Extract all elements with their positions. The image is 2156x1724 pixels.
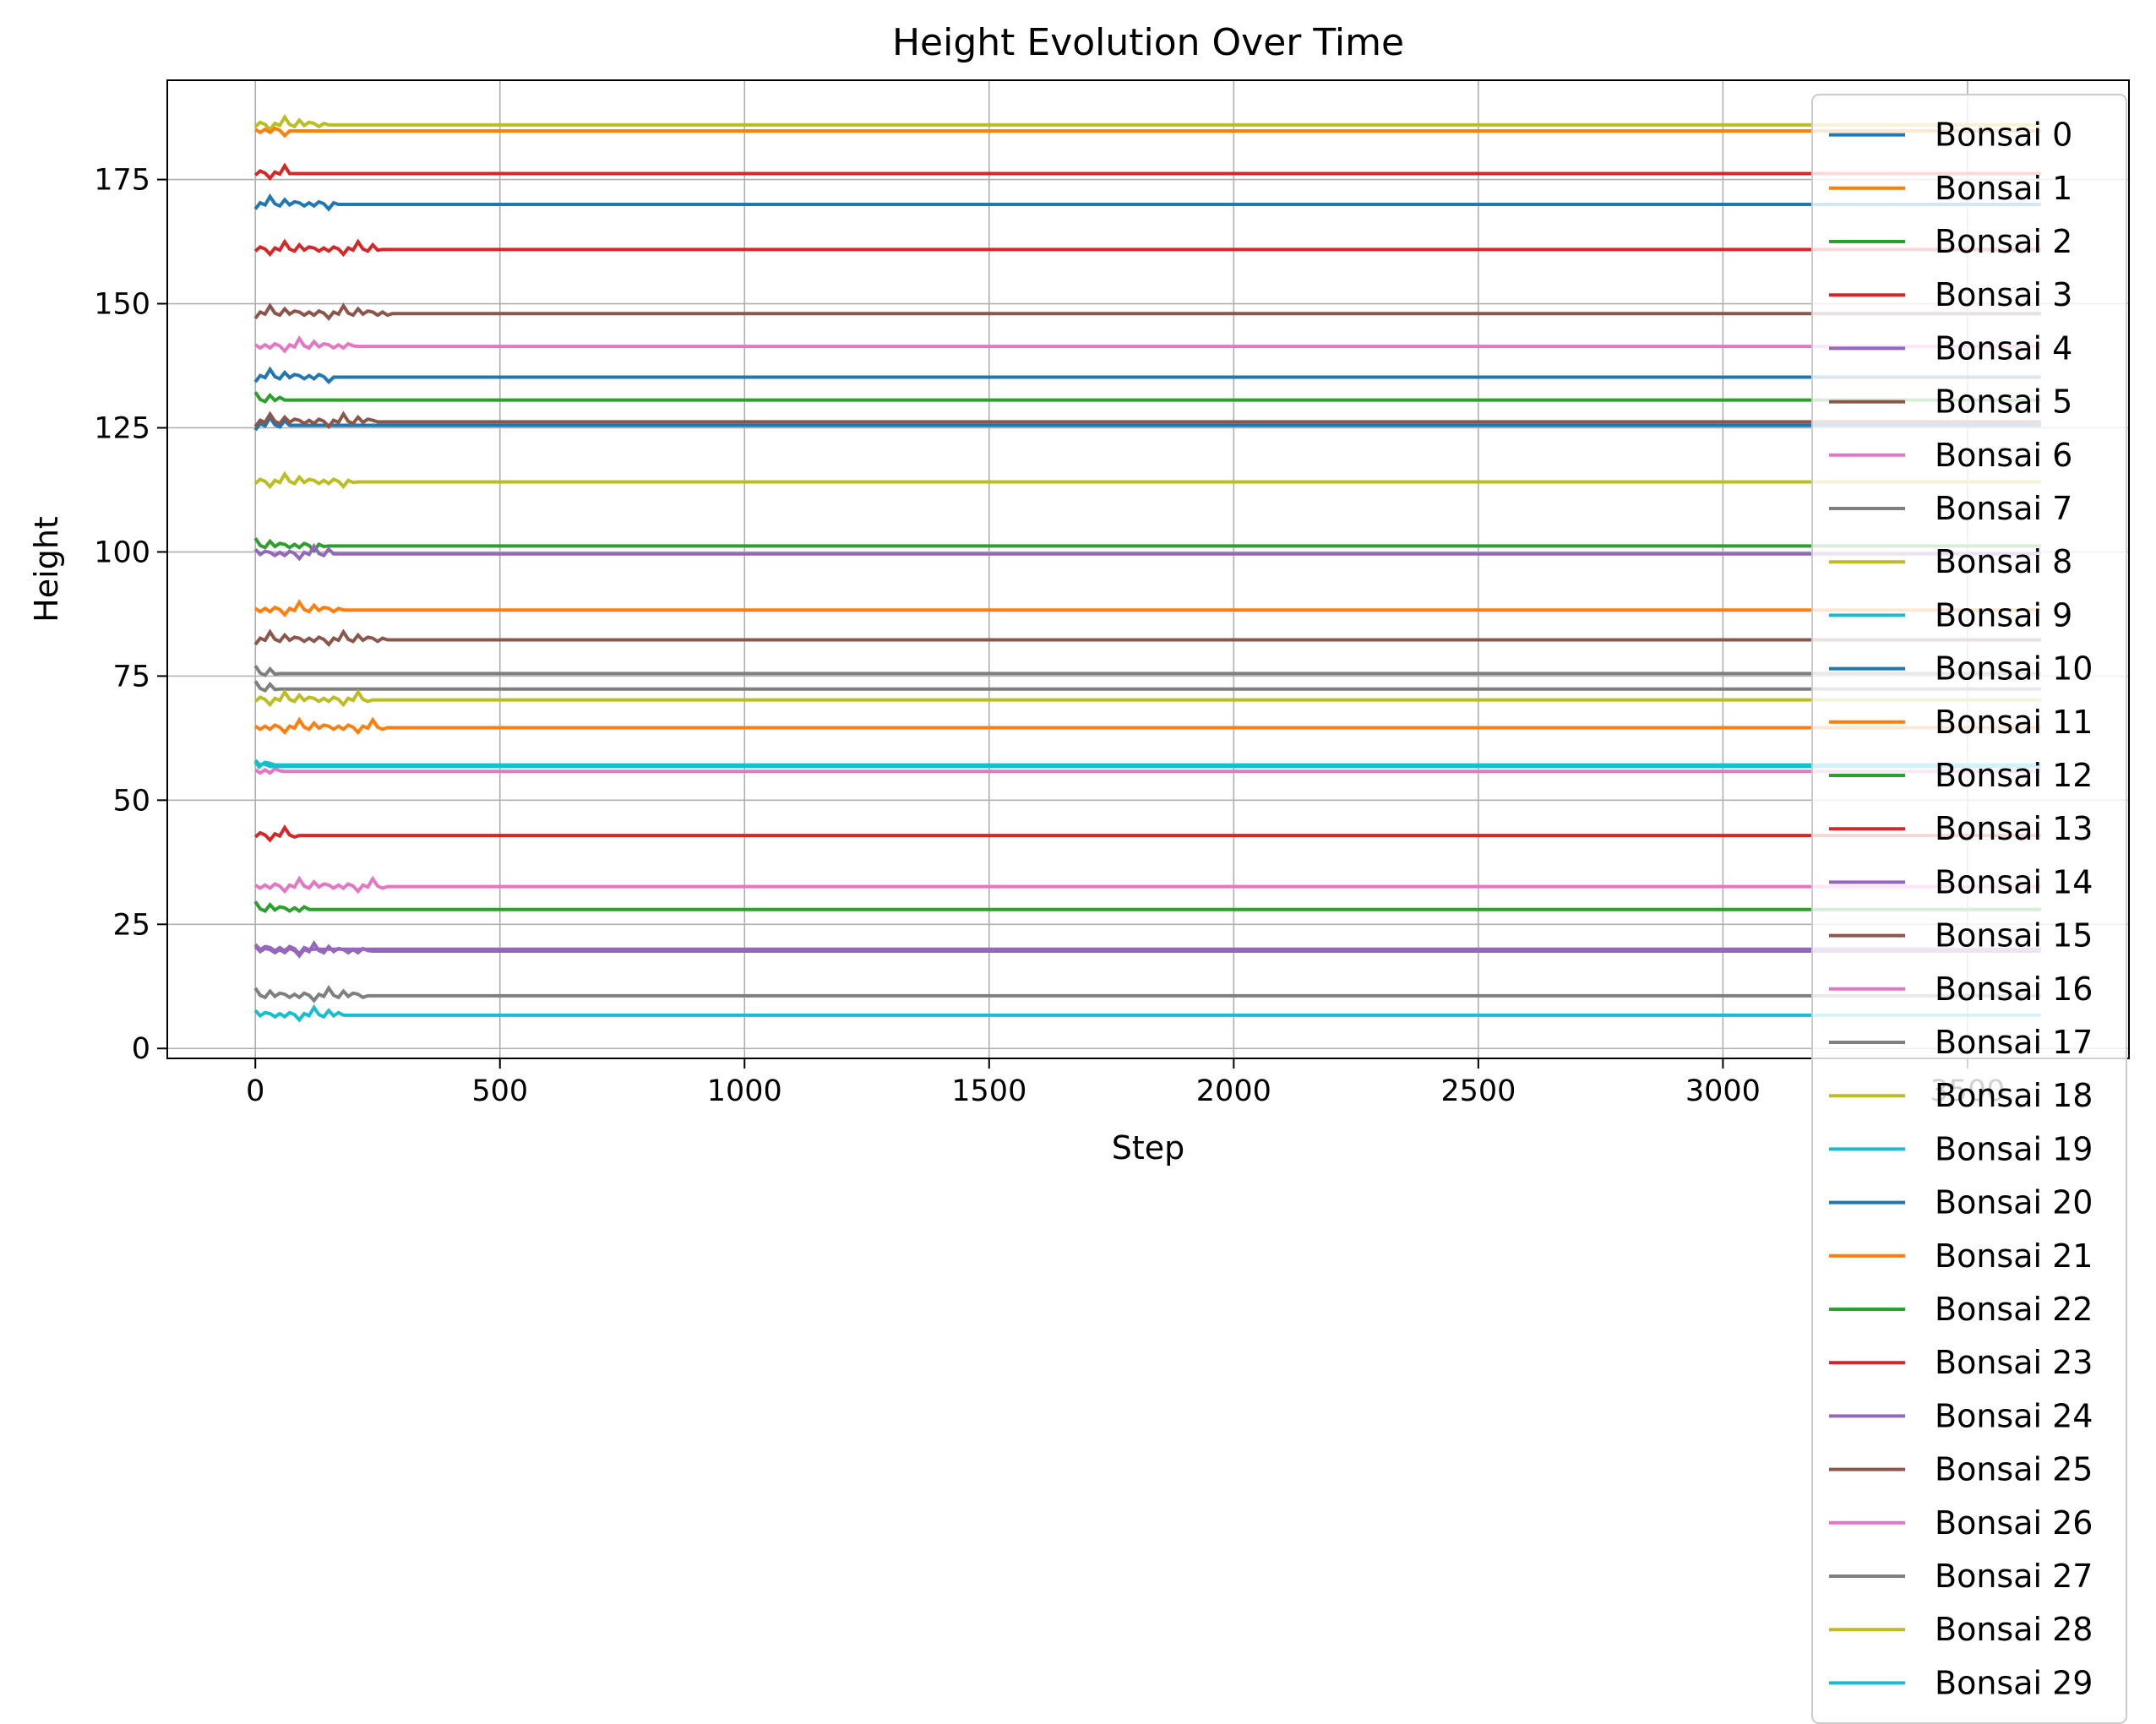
grid-lines	[167, 80, 2129, 1058]
legend-entry: Bonsai 24	[1935, 1397, 2093, 1434]
x-axis-label: Step	[1112, 1129, 1185, 1167]
series-line-bonsai-27	[253, 665, 2041, 677]
legend-entry: Bonsai 7	[1935, 490, 2072, 527]
legend-entry: Bonsai 10	[1935, 650, 2093, 688]
legend-entry: Bonsai 17	[1935, 1024, 2093, 1061]
legend-entry: Bonsai 29	[1935, 1664, 2093, 1701]
legend-entry: Bonsai 20	[1935, 1184, 2093, 1221]
legend-entry: Bonsai 22	[1935, 1291, 2093, 1328]
series-line-bonsai-24	[253, 943, 2041, 957]
y-tick-label: 25	[112, 908, 150, 942]
series-line-bonsai-5	[253, 628, 2041, 648]
series-lines	[253, 113, 2041, 1023]
legend-entry: Bonsai 27	[1935, 1558, 2093, 1595]
series-line-bonsai-23	[253, 824, 2041, 843]
series-line-bonsai-10	[253, 193, 2041, 212]
series-line-bonsai-20	[253, 414, 2041, 432]
series-line-bonsai-22	[253, 900, 2041, 913]
series-line-bonsai-6	[254, 875, 2041, 895]
legend-entry: Bonsai 16	[1935, 971, 2093, 1008]
series-line-bonsai-3	[253, 238, 2041, 258]
series-line-bonsai-25	[253, 411, 2041, 430]
series-line-bonsai-2	[253, 536, 2041, 553]
legend-entry: Bonsai 21	[1935, 1237, 2093, 1275]
y-axis-label: Height	[28, 516, 65, 623]
series-line-bonsai-12	[253, 391, 2041, 404]
y-tick-label: 150	[94, 288, 150, 322]
legend-entry: Bonsai 19	[1935, 1130, 2093, 1167]
series-line-bonsai-9	[253, 759, 2041, 768]
legend-entry: Bonsai 9	[1935, 596, 2072, 634]
series-line-bonsai-21	[254, 126, 2041, 139]
y-tick-label: 175	[94, 164, 150, 198]
legend-entry: Bonsai 1	[1935, 170, 2072, 207]
series-line-bonsai-8	[253, 113, 2041, 133]
legend-entry: Bonsai 26	[1935, 1504, 2093, 1542]
legend-entry: Bonsai 18	[1935, 1077, 2093, 1114]
legend-entry: Bonsai 5	[1935, 383, 2072, 421]
x-tick-label: 1500	[951, 1074, 1026, 1108]
legend-entry: Bonsai 11	[1935, 704, 2093, 741]
series-line-bonsai-18	[253, 470, 2041, 490]
chart-title: Height Evolution Over Time	[892, 21, 1404, 64]
series-line-bonsai-26	[254, 766, 2041, 775]
series-line-bonsai-0	[253, 366, 2041, 384]
y-tick-label: 50	[112, 784, 150, 818]
legend-entry: Bonsai 3	[1935, 276, 2072, 313]
legend-entry: Bonsai 0	[1935, 117, 2072, 154]
series-line-bonsai-7	[253, 680, 2041, 693]
legend-entry: Bonsai 14	[1935, 863, 2093, 900]
y-tick-label: 75	[112, 660, 150, 693]
x-tick-label: 3000	[1685, 1074, 1761, 1108]
y-tick-label: 125	[94, 411, 150, 445]
series-line-bonsai-29	[253, 760, 2041, 770]
legend-entry: Bonsai 28	[1935, 1611, 2093, 1648]
legend-entry: Bonsai 2	[1935, 223, 2072, 260]
series-line-bonsai-14	[253, 940, 2041, 959]
legend-entry: Bonsai 8	[1935, 543, 2072, 580]
series-line-bonsai-19	[253, 1003, 2041, 1023]
legend-entry: Bonsai 6	[1935, 437, 2072, 474]
y-tick-label: 0	[132, 1032, 150, 1066]
x-tick-label: 1000	[707, 1074, 782, 1108]
y-axis-ticks: 0 25 50 75 100 125 150 175	[94, 164, 167, 1066]
series-line-bonsai-13	[253, 162, 2041, 182]
x-axis-ticks: 0500100015002000250030003500	[246, 1058, 2005, 1108]
legend-entry: Bonsai 15	[1935, 917, 2093, 954]
legend-entry: Bonsai 4	[1935, 329, 2072, 367]
legend-entry: Bonsai 23	[1935, 1344, 2093, 1381]
plot-frame	[166, 79, 2130, 1059]
series-line-bonsai-15	[253, 302, 2041, 321]
series-line-bonsai-1	[254, 599, 2041, 617]
x-tick-label: 2000	[1196, 1074, 1271, 1108]
legend-entry: Bonsai 13	[1935, 810, 2093, 847]
legend-box	[1811, 94, 2127, 1724]
series-line-bonsai-16	[254, 335, 2041, 354]
x-tick-label: 0	[246, 1074, 264, 1108]
x-tick-label: 500	[471, 1074, 528, 1108]
series-line-bonsai-28	[253, 688, 2041, 708]
series-line-bonsai-17	[253, 984, 2041, 1003]
x-tick-label: 2500	[1440, 1074, 1516, 1108]
legend-entry: Bonsai 12	[1935, 757, 2093, 794]
y-tick-label: 100	[94, 536, 150, 569]
legend: Bonsai 0 Bonsai 1 Bonsai 2 Bonsai 3 Bonsai 4…	[1811, 94, 2127, 1724]
legend-entry: Bonsai 25	[1935, 1451, 2093, 1488]
series-line-bonsai-11	[254, 716, 2041, 736]
series-line-bonsai-4	[253, 542, 2041, 562]
